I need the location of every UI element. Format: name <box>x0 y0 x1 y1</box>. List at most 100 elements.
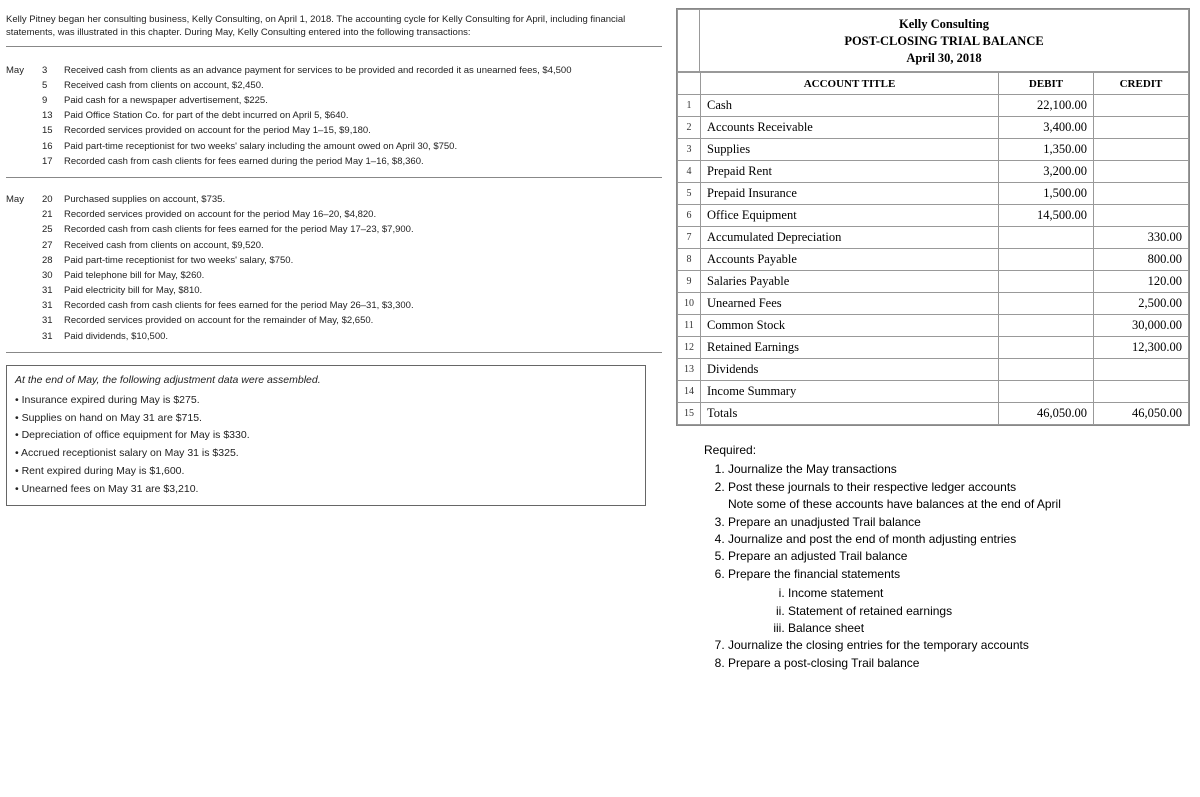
required-item: Post these journals to their respective … <box>728 479 1190 514</box>
required-section: Required: Journalize the May transaction… <box>704 442 1190 672</box>
tx-day: 30 <box>42 268 64 283</box>
tx-row: 13Paid Office Station Co. for part of th… <box>6 108 578 123</box>
tx-day: 17 <box>42 154 64 169</box>
transactions-block-2: May20Purchased supplies on account, $735… <box>6 186 662 353</box>
tx-row: May3Received cash from clients as an adv… <box>6 63 578 78</box>
tx-month: May <box>6 192 42 207</box>
required-item: Journalize the May transactions <box>728 461 1190 478</box>
transactions-block-1: May3Received cash from clients as an adv… <box>6 57 662 178</box>
debit-cell: 3,400.00 <box>999 117 1094 139</box>
tx-desc: Received cash from clients as an advance… <box>64 63 578 78</box>
table-row: 9Salaries Payable120.00 <box>678 271 1189 293</box>
debit-cell <box>999 315 1094 337</box>
table-row: 1Cash22,100.00 <box>678 95 1189 117</box>
account-title: Common Stock <box>701 315 999 337</box>
col-credit: CREDIT <box>1094 73 1189 95</box>
tx-row: 16Paid part-time receptionist for two we… <box>6 139 578 154</box>
tx-month: May <box>6 63 42 78</box>
tx-day: 13 <box>42 108 64 123</box>
tx-row: 30Paid telephone bill for May, $260. <box>6 268 420 283</box>
financial-item: Balance sheet <box>788 620 1190 637</box>
required-item: Journalize and post the end of month adj… <box>728 531 1190 548</box>
tx-row: 31Paid electricity bill for May, $810. <box>6 283 420 298</box>
account-title: Unearned Fees <box>701 293 999 315</box>
left-column: Kelly Pitney began her consulting busine… <box>0 0 672 797</box>
tx-day: 27 <box>42 238 64 253</box>
tx-row: 5Received cash from clients on account, … <box>6 78 578 93</box>
debit-cell: 46,050.00 <box>999 403 1094 425</box>
tx-desc: Received cash from clients on account, $… <box>64 238 420 253</box>
debit-cell: 22,100.00 <box>999 95 1094 117</box>
tx-day: 15 <box>42 123 64 138</box>
table-row: 13Dividends <box>678 359 1189 381</box>
tx-desc: Paid dividends, $10,500. <box>64 329 420 344</box>
table-row: 12Retained Earnings12,300.00 <box>678 337 1189 359</box>
table-row: 15Totals46,050.0046,050.00 <box>678 403 1189 425</box>
table-row: 5Prepaid Insurance1,500.00 <box>678 183 1189 205</box>
tx-desc: Recorded services provided on account fo… <box>64 313 420 328</box>
tx-desc: Recorded cash from cash clients for fees… <box>64 222 420 237</box>
required-item: Prepare an unadjusted Trail balance <box>728 514 1190 531</box>
adjustment-item: Unearned fees on May 31 are $3,210. <box>15 481 637 499</box>
tx-row: May20Purchased supplies on account, $735… <box>6 192 420 207</box>
tx-desc: Purchased supplies on account, $735. <box>64 192 420 207</box>
tx-day: 5 <box>42 78 64 93</box>
account-title: Prepaid Rent <box>701 161 999 183</box>
table-row: 7Accumulated Depreciation330.00 <box>678 227 1189 249</box>
required-label: Required: <box>704 442 1190 459</box>
account-title: Salaries Payable <box>701 271 999 293</box>
credit-cell: 800.00 <box>1094 249 1189 271</box>
tx-row: 9Paid cash for a newspaper advertisement… <box>6 93 578 108</box>
trial-balance: Kelly Consulting POST-CLOSING TRIAL BALA… <box>676 8 1190 426</box>
tx-desc: Received cash from clients on account, $… <box>64 78 578 93</box>
tx-day: 31 <box>42 283 64 298</box>
financial-item: Income statement <box>788 585 1190 602</box>
debit-cell: 14,500.00 <box>999 205 1094 227</box>
debit-cell <box>999 271 1094 293</box>
tx-day: 25 <box>42 222 64 237</box>
tx-desc: Paid cash for a newspaper advertisement,… <box>64 93 578 108</box>
required-item: Prepare an adjusted Trail balance <box>728 548 1190 565</box>
tx-row: 28Paid part-time receptionist for two we… <box>6 253 420 268</box>
tx-desc: Paid electricity bill for May, $810. <box>64 283 420 298</box>
debit-cell: 3,200.00 <box>999 161 1094 183</box>
tx-row: 15Recorded services provided on account … <box>6 123 578 138</box>
tx-desc: Recorded cash from cash clients for fees… <box>64 154 578 169</box>
credit-cell <box>1094 359 1189 381</box>
account-title: Accumulated Depreciation <box>701 227 999 249</box>
debit-cell: 1,500.00 <box>999 183 1094 205</box>
company-name: Kelly Consulting <box>706 16 1182 33</box>
right-column: Kelly Consulting POST-CLOSING TRIAL BALA… <box>672 0 1200 797</box>
required-note: Note some of these accounts have balance… <box>728 497 1061 511</box>
required-list: Journalize the May transactions Post the… <box>728 461 1190 672</box>
debit-cell <box>999 227 1094 249</box>
account-title: Accounts Payable <box>701 249 999 271</box>
credit-cell: 2,500.00 <box>1094 293 1189 315</box>
debit-cell <box>999 337 1094 359</box>
tx-row: 21Recorded services provided on account … <box>6 207 420 222</box>
tx-desc: Paid part-time receptionist for two week… <box>64 139 578 154</box>
intro-text: Kelly Pitney began her consulting busine… <box>6 8 662 47</box>
credit-cell <box>1094 117 1189 139</box>
table-row: 11Common Stock30,000.00 <box>678 315 1189 337</box>
financial-item: Statement of retained earnings <box>788 603 1190 620</box>
tx-day: 28 <box>42 253 64 268</box>
col-debit: DEBIT <box>999 73 1094 95</box>
tx-day: 31 <box>42 329 64 344</box>
trial-balance-table: ACCOUNT TITLE DEBIT CREDIT 1Cash22,100.0… <box>677 72 1189 425</box>
account-title: Totals <box>701 403 999 425</box>
account-title: Dividends <box>701 359 999 381</box>
credit-cell: 46,050.00 <box>1094 403 1189 425</box>
tx-day: 31 <box>42 313 64 328</box>
credit-cell <box>1094 161 1189 183</box>
debit-cell <box>999 293 1094 315</box>
debit-cell <box>999 381 1094 403</box>
adjustments-box: At the end of May, the following adjustm… <box>6 365 646 506</box>
tx-desc: Paid part-time receptionist for two week… <box>64 253 420 268</box>
tx-row: 25Recorded cash from cash clients for fe… <box>6 222 420 237</box>
table-row: 4Prepaid Rent3,200.00 <box>678 161 1189 183</box>
table-row: 6Office Equipment14,500.00 <box>678 205 1189 227</box>
adjustment-item: Supplies on hand on May 31 are $715. <box>15 410 637 428</box>
table-row: 14Income Summary <box>678 381 1189 403</box>
adjustment-item: Rent expired during May is $1,600. <box>15 463 637 481</box>
